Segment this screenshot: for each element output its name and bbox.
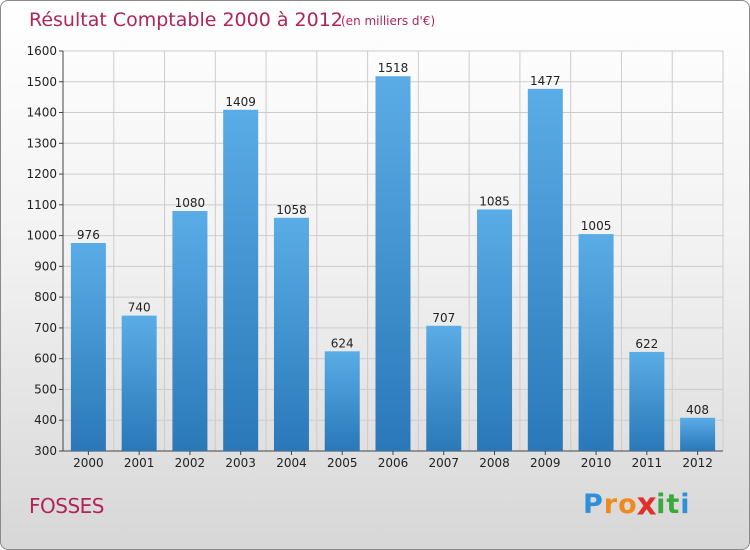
logo-letter: i (656, 489, 667, 520)
x-tick-label-2002: 2002 (175, 456, 206, 470)
x-tick-label-2010: 2010 (581, 456, 612, 470)
y-tick-label: 500 (34, 382, 57, 396)
bar-2002 (172, 211, 208, 451)
bar-2006 (375, 76, 411, 451)
proxiti-logo[interactable]: Proxiti (583, 486, 691, 523)
data-label-2010: 1005 (581, 219, 612, 233)
y-tick-label: 700 (34, 321, 57, 335)
data-label-2002: 1080 (175, 196, 206, 210)
y-tick-label: 1100 (26, 198, 57, 212)
y-tick-label: 1300 (26, 136, 57, 150)
data-label-2000: 976 (77, 228, 100, 242)
bar-2000 (70, 243, 106, 451)
x-tick-label-2001: 2001 (124, 456, 155, 470)
y-tick-label: 1500 (26, 75, 57, 89)
logo-letter: t (666, 489, 681, 520)
chart-subtitle: (en milliers d'€) (341, 14, 435, 28)
y-tick-label: 1200 (26, 167, 57, 181)
data-label-2008: 1085 (479, 194, 510, 208)
x-tick-label-2008: 2008 (479, 456, 510, 470)
y-tick-label: 800 (34, 290, 57, 304)
logo-letter: P (583, 489, 604, 520)
x-tick-label-2012: 2012 (682, 456, 713, 470)
data-label-2009: 1477 (530, 74, 561, 88)
y-tick-label: 900 (34, 259, 57, 273)
y-tick-label: 1000 (26, 229, 57, 243)
x-tick-label-2009: 2009 (530, 456, 561, 470)
bar-2005 (324, 351, 360, 451)
data-label-2005: 624 (331, 336, 354, 350)
axes: 300 400 500 600 700 800 900 1000 1100 1200 1300 140… (26, 44, 723, 470)
x-tick-label-2006: 2006 (378, 456, 409, 470)
logo-letter: i (680, 489, 691, 520)
bar-2001 (121, 315, 157, 451)
bar-2011 (629, 351, 665, 451)
bars (70, 76, 716, 452)
location-name: FOSSES (29, 494, 104, 518)
x-tick-label-2011: 2011 (632, 456, 663, 470)
x-tick-label-2005: 2005 (327, 456, 358, 470)
x-tick-label-2003: 2003 (225, 456, 256, 470)
data-label-2006: 1518 (378, 61, 409, 75)
data-label-2012: 408 (686, 403, 709, 417)
data-label-2007: 707 (432, 311, 455, 325)
bar-2008 (477, 209, 513, 451)
logo-letter: x (636, 486, 658, 523)
logo-letter: r (603, 489, 619, 520)
bar-2007 (426, 325, 462, 451)
y-tick-label: 600 (34, 352, 57, 366)
y-tick-label: 400 (34, 413, 57, 427)
x-tick-label-2004: 2004 (276, 456, 307, 470)
data-label-2011: 622 (635, 337, 658, 351)
data-labels: 976 740 1080 1409 1058 624 1518 707 1085 1477 1005… (77, 61, 709, 417)
data-label-2001: 740 (128, 301, 151, 315)
y-tick-label: 1400 (26, 106, 57, 120)
y-tick-label: 1600 (26, 44, 57, 58)
y-tick-label: 300 (34, 444, 57, 458)
data-label-2004: 1058 (276, 203, 307, 217)
x-tick-label-2007: 2007 (428, 456, 459, 470)
bar-2010 (578, 234, 614, 451)
bar-2009 (527, 88, 563, 451)
logo-letter: o (618, 489, 638, 520)
bar-2003 (223, 109, 259, 452)
x-tick-label-2000: 2000 (73, 456, 104, 470)
bar-2004 (273, 217, 309, 451)
bar-2012 (680, 417, 716, 451)
chart-title: Résultat Comptable 2000 à 2012 (29, 9, 343, 31)
data-label-2003: 1409 (225, 95, 256, 109)
